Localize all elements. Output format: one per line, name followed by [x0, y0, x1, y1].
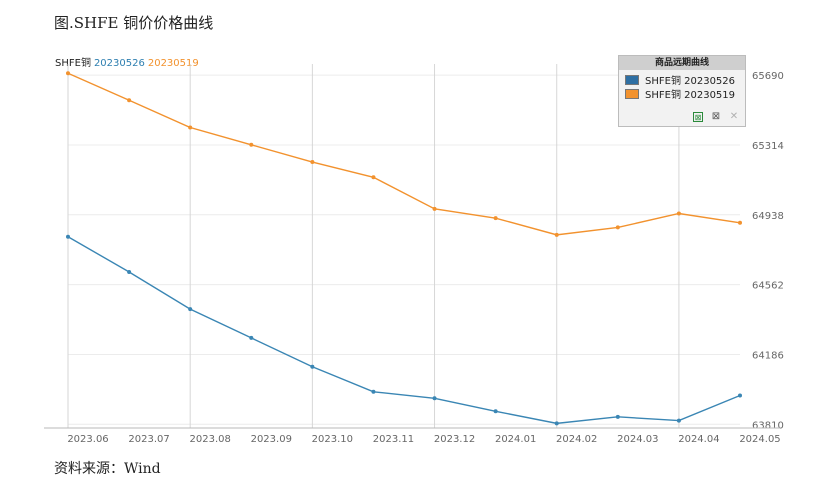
series1-point-6 [432, 396, 437, 401]
x-tick-label-7: 2024.01 [495, 434, 536, 445]
legend-label-series2: SHFE铜 20230519 [645, 90, 736, 101]
series2-point-2 [188, 125, 193, 130]
series-layer [66, 71, 742, 426]
series-header-prefix: SHFE铜 [55, 58, 91, 69]
edit-icon[interactable]: ⊠ [711, 111, 721, 122]
series1-point-11 [738, 393, 742, 398]
figure-title: 图.SHFE 铜价价格曲线 [54, 14, 214, 32]
series2-point-7 [493, 216, 498, 221]
series2-point-5 [371, 175, 376, 180]
series2-point-0 [66, 71, 70, 76]
series1-point-7 [493, 409, 498, 414]
y-tick-label-3: 64938 [752, 211, 784, 222]
series1-point-1 [127, 270, 132, 274]
x-tick-label-0: 2023.06 [67, 434, 108, 445]
legend-title: 商品远期曲线 [619, 56, 745, 70]
series-header: SHFE铜 20230526 20230519 [55, 54, 202, 69]
series-line-2 [67, 72, 741, 236]
source-label: 资料来源：Wind [54, 461, 161, 477]
series2-point-11 [738, 220, 742, 225]
x-tick-label-4: 2023.10 [312, 434, 353, 445]
y-tick-label-2: 64562 [752, 281, 784, 292]
legend-swatch-series1 [625, 74, 639, 85]
x-tick-label-2: 2023.08 [190, 434, 231, 445]
series2-point-9 [615, 225, 620, 230]
series2-point-3 [249, 142, 254, 147]
series1-point-10 [676, 418, 681, 423]
y-tick-label-0: 63810 [752, 420, 784, 431]
axis-layer: 63810 64186 64562 64938 65314 65690 2023.06 202… [44, 71, 784, 445]
series2-point-8 [554, 232, 559, 237]
close-icon[interactable]: ✕ [729, 111, 739, 122]
series1-point-2 [188, 307, 193, 312]
series-line-1 [67, 236, 741, 425]
x-tick-label-8: 2024.02 [556, 434, 597, 445]
x-tick-label-11: 2024.05 [739, 434, 780, 445]
x-tick-label-3: 2023.09 [251, 434, 292, 445]
series2-point-6 [432, 206, 437, 211]
y-tick-label-5: 65690 [752, 71, 784, 82]
x-tick-label-9: 2024.03 [617, 434, 658, 445]
legend-swatch-series2 [625, 88, 639, 99]
legend-item-series2[interactable]: SHFE铜 20230519 [619, 87, 745, 101]
legend-item-series1[interactable]: SHFE铜 20230526 [619, 73, 745, 87]
series1-point-4 [310, 364, 315, 369]
y-tick-label-4: 65314 [752, 141, 784, 152]
series1-point-9 [615, 414, 620, 419]
legend-panel[interactable]: 商品远期曲线 SHFE铜 20230526 SHFE铜 20230519 ⊠ ⊠… [618, 55, 746, 127]
series-header-series1: 20230526 [93, 58, 145, 69]
series1-point-5 [371, 389, 376, 394]
legend-tools: ⊠ ⊠ ✕ [693, 112, 739, 122]
series2-point-10 [676, 211, 681, 216]
series1-point-0 [66, 234, 70, 239]
series2-point-4 [310, 160, 315, 165]
x-tick-label-1: 2023.07 [128, 434, 169, 445]
series1-point-8 [554, 421, 559, 426]
x-tick-label-6: 2023.12 [434, 434, 475, 445]
series-header-series2: 20230519 [147, 58, 199, 69]
legend-label-series1: SHFE铜 20230526 [645, 76, 736, 87]
y-tick-label-1: 64186 [752, 350, 784, 361]
excel-export-icon[interactable]: ⊠ [693, 112, 703, 122]
series1-point-3 [249, 335, 254, 340]
x-tick-label-5: 2023.11 [373, 434, 414, 445]
series2-point-1 [127, 98, 132, 103]
x-tick-label-10: 2024.04 [678, 434, 719, 445]
